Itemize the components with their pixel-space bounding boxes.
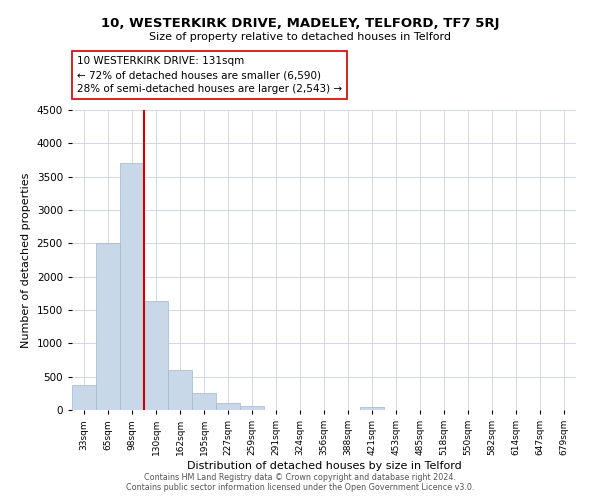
Text: 10 WESTERKIRK DRIVE: 131sqm
← 72% of detached houses are smaller (6,590)
28% of : 10 WESTERKIRK DRIVE: 131sqm ← 72% of det… (77, 56, 342, 94)
Bar (144, 302, 168, 410)
Bar (360, 406, 384, 410)
Text: Contains HM Land Registry data © Crown copyright and database right 2024.: Contains HM Land Registry data © Crown c… (144, 474, 456, 482)
Bar (72, 384, 96, 410)
Bar (168, 370, 192, 410)
Bar (192, 394, 216, 410)
Text: 10, WESTERKIRK DRIVE, MADELEY, TELFORD, TF7 5RJ: 10, WESTERKIRK DRIVE, MADELEY, TELFORD, … (101, 18, 499, 30)
Bar (216, 404, 240, 410)
Bar (240, 406, 264, 410)
X-axis label: Distribution of detached houses by size in Telford: Distribution of detached houses by size … (187, 461, 461, 471)
Text: Size of property relative to detached houses in Telford: Size of property relative to detached ho… (149, 32, 451, 42)
Text: Contains public sector information licensed under the Open Government Licence v3: Contains public sector information licen… (126, 484, 474, 492)
Bar (120, 164, 144, 410)
Bar (96, 242, 120, 410)
Y-axis label: Number of detached properties: Number of detached properties (21, 172, 31, 348)
